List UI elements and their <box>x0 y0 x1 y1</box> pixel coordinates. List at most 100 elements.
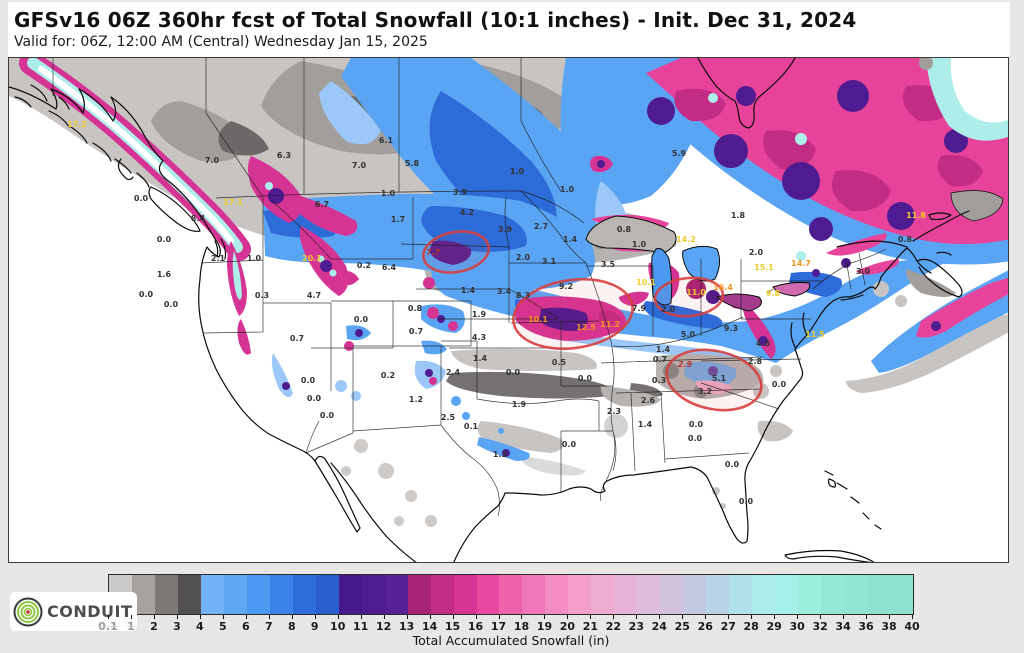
map-value-label: 1.0 <box>632 240 647 249</box>
map-value-label: 0.0 <box>354 315 369 324</box>
coastline-layer <box>9 58 970 562</box>
map-value-label: 1.0 <box>247 254 262 263</box>
colorbar-tick <box>843 615 845 619</box>
map-value-label: 0.0 <box>725 460 740 469</box>
forecast-map: 17.2 17.1 7.0 6.3 7.0 6.1 5.8 0.0 8.4 1.0 3.9 4.2 1.… <box>8 57 1009 563</box>
map-value-label: 2.0 <box>749 248 764 257</box>
colorbar-tick <box>291 615 293 619</box>
colorbar-tick-label: 29 <box>766 620 782 633</box>
colorbar-tick-label: 24 <box>651 620 667 633</box>
map-value-label: 5.1 <box>712 374 727 383</box>
colorbar-segment <box>821 575 844 614</box>
map-value-label: 4.6 <box>756 339 771 348</box>
map-value-label: 1.2 <box>409 395 423 404</box>
colorbar-tick <box>245 615 247 619</box>
colorbar-tick <box>475 615 477 619</box>
map-value-label: 1.0 <box>560 185 575 194</box>
map-value-label: 7.9 <box>632 304 647 313</box>
colorbar-tick <box>337 615 339 619</box>
map-value-label: 2.4 <box>446 368 461 377</box>
valid-time-subtitle: Valid for: 06Z, 12:00 AM (Central) Wedne… <box>14 34 428 50</box>
lake-superior <box>585 215 677 254</box>
map-value-label: 4.2 <box>460 208 474 217</box>
colorbar <box>108 574 914 615</box>
map-value-label: 0.0 <box>739 497 754 506</box>
colorbar-tick <box>590 615 592 619</box>
map-value-label: 2.8 <box>748 357 763 366</box>
map-value-label: 1.9 <box>512 400 527 409</box>
colorbar-segment <box>637 575 661 614</box>
map-value-label: 0.0 <box>578 374 593 383</box>
colorbar-tick <box>130 615 132 619</box>
colorbar-tick <box>636 615 638 619</box>
map-value-label: 0.0 <box>772 380 787 389</box>
colorbar-tick-label: 23 <box>628 620 644 633</box>
colorbar-tick-label: 11 <box>353 620 369 633</box>
colorbar-segment <box>131 575 155 614</box>
map-value-label: 5.8 <box>405 159 420 168</box>
colorbar-tick <box>153 615 155 619</box>
map-value-label: 2.0 <box>516 253 531 262</box>
colorbar-tick <box>567 615 569 619</box>
colorbar-ticks: 0.1 1 2 3 4 5 6 7 8 9 10 11 12 13 14 15 16 17 18 19 20 21 22 23… <box>98 615 920 635</box>
map-value-label: 9.2 <box>559 282 573 291</box>
colorbar-tick <box>268 615 270 619</box>
colorbar-tick <box>360 615 362 619</box>
colorbar-tick-label: 19 <box>536 620 553 633</box>
colorbar-segment <box>706 575 730 614</box>
colorbar-tick <box>176 615 178 619</box>
colorbar-tick-label: 18 <box>513 620 530 633</box>
colorbar-tick-label: 10 <box>330 620 346 633</box>
colorbar-tick <box>108 615 109 619</box>
colorbar-segment <box>889 575 913 614</box>
map-value-label-layer: 17.2 17.1 7.0 6.3 7.0 6.1 5.8 0.0 8.4 1.0 3.9 4.2 1.… <box>67 120 926 506</box>
colorbar-segment <box>522 575 546 614</box>
western-mountains-layer <box>19 58 465 401</box>
colorbar-tick <box>544 615 546 619</box>
colorbar-segment <box>614 575 638 614</box>
colorbar-segment <box>269 575 293 614</box>
map-value-label: 11.5 <box>805 330 825 339</box>
map-value-label: 17.2 <box>67 120 87 129</box>
great-lakes-layer <box>585 215 811 312</box>
map-value-label: 7.7 <box>426 248 441 257</box>
map-value-label: 9.3 <box>724 324 738 333</box>
annotation-ellipse <box>665 348 763 412</box>
colorbar-tick <box>751 615 753 619</box>
map-value-label: 3.4 <box>497 287 512 296</box>
colorbar-tick-label: 4 <box>196 620 204 633</box>
map-value-label: 0.0 <box>689 420 704 429</box>
colorbar-tick-label: 1 <box>127 620 135 633</box>
colorbar-tick-label: 2 <box>150 620 158 633</box>
conduit-logo-text: CONDUIT <box>47 602 133 621</box>
colorbar-segment <box>246 575 270 614</box>
title-block: GFSv16 06Z 360hr fcst of Total Snowfall … <box>8 2 1010 57</box>
map-value-label: 1.6 <box>157 270 172 279</box>
colorbar-tick-label: 9 <box>310 620 319 633</box>
colorbar-segment <box>798 575 822 614</box>
map-value-label: 1.0 <box>381 189 396 198</box>
map-value-label: 1.4 <box>473 354 488 363</box>
map-value-label: 0.0 <box>134 194 149 203</box>
map-value-label: 0.5 <box>552 358 567 367</box>
map-value-label: 0.8 <box>408 304 423 313</box>
map-value-label: 3.1 <box>542 257 557 266</box>
colorbar-tick-label: 16 <box>467 620 484 633</box>
colorbar-tick <box>682 615 684 619</box>
map-value-label: 0.0 <box>320 411 335 420</box>
colorbar-tick-label: 36 <box>858 620 874 633</box>
page-title: GFSv16 06Z 360hr fcst of Total Snowfall … <box>14 8 857 32</box>
map-value-label: 1.4 <box>461 286 476 295</box>
colorbar-segment <box>499 575 523 614</box>
map-value-label: 2.7 <box>534 222 548 231</box>
colorbar-segment <box>338 575 362 614</box>
colorbar-tick-label: 26 <box>697 620 713 633</box>
colorbar-tick-label: 30 <box>789 620 805 633</box>
colorbar-segment <box>200 575 224 614</box>
map-value-label: 4.3 <box>472 333 486 342</box>
map-value-label: 0.0 <box>301 376 316 385</box>
colorbar-tick <box>521 615 523 619</box>
map-value-label: 1.8 <box>731 211 746 220</box>
map-value-label: 2.3 <box>607 407 621 416</box>
colorbar-segment <box>384 575 408 614</box>
